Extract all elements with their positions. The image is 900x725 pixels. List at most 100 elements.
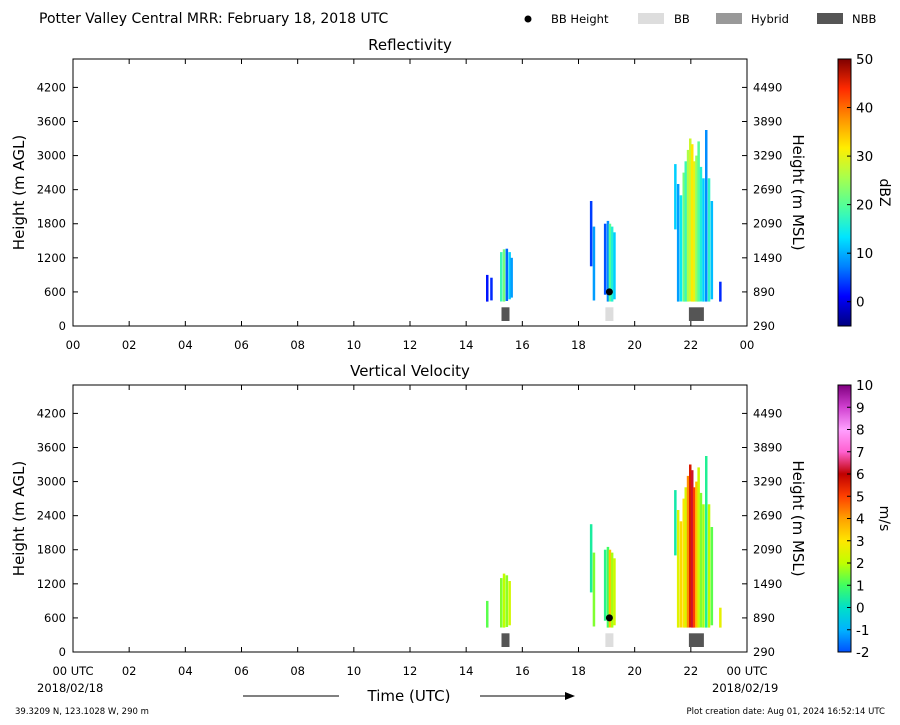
colorbar-label: m/s [876,506,892,532]
y-tick-label: 3000 [37,475,66,489]
colorbar-tick-label: 10 [856,378,873,394]
echo-column [697,141,700,302]
echo-column [490,277,493,301]
panel-title: Vertical Velocity [350,362,470,380]
colorbar-tick-label: 9 [856,400,865,416]
legend-bb-height-label: BB Height [551,12,609,26]
bb-type-marker [501,633,510,647]
legend-hybrid-swatch [716,13,742,24]
y-tick-label: 4200 [37,80,66,94]
echo-column [682,498,685,628]
y-right-tick-label: 890 [753,285,775,299]
y-axis-title: Height (m AGL) [10,461,28,576]
x-tick-label: 00 [66,338,81,352]
x-axis-title: Time (UTC) [367,687,451,705]
colorbar-tick-label: 4 [856,512,865,528]
x-tick-label: 18 [571,664,586,678]
echo-column [486,600,489,628]
x-tick-label: 04 [178,338,193,352]
echo-column [702,504,705,628]
x-tick-label: 02 [122,664,137,678]
x-tick-label: 14 [459,338,474,352]
legend-nbb-swatch [817,13,843,24]
bb-legend: BB Height BB Hybrid NBB [524,12,876,26]
plot-frame [72,384,748,653]
location-label: 39.3209 N, 123.1028 W, 290 m [15,707,149,717]
end-date-label: 2018/02/19 [712,681,778,695]
y-tick-label: 1200 [37,577,66,591]
x-tick-label: 22 [684,338,699,352]
x-tick-label: 10 [347,664,362,678]
y-tick-label: 0 [59,319,66,333]
colorbar-tick-label: 20 [856,198,873,214]
y-tick-label: 600 [44,285,66,299]
y-right-tick-label: 290 [753,319,775,333]
echo-column [691,144,694,302]
bb-height-point [605,288,613,296]
echo-column [500,578,503,628]
echo-column [676,510,680,628]
echo-column [691,470,694,628]
x-tick-label: 00 UTC [52,664,93,678]
creation-date-label: Plot creation date: Aug 01, 2024 16:52:1… [687,707,886,717]
legend-bb-swatch [638,13,664,24]
echo-column [592,552,596,627]
echo-column [613,232,616,300]
bb-type-marker [605,633,614,647]
echo-column [692,487,696,628]
echo-column [689,138,692,302]
colorbar-tick-label: 0 [856,295,865,311]
bb-type-marker [501,307,510,321]
x-tick-label: 22 [684,664,699,678]
echo-column [606,546,610,628]
echo-column [707,504,711,628]
y-tick-label: 3600 [37,440,66,454]
y-right-tick-label: 1490 [753,577,782,591]
echo-column [699,492,703,628]
y-tick-label: 3600 [37,114,66,128]
echo-column [603,549,607,621]
y-tick-label: 0 [59,645,66,659]
x-tick-label: 20 [627,338,642,352]
colorbar-tick-label: 10 [856,246,873,262]
colorbar-tick-label: 40 [856,101,873,117]
echo-column [502,573,506,628]
echo-column [610,552,614,628]
echo-column [702,178,705,302]
legend-bb-height-marker [524,15,532,23]
x-tick-label: 00 [740,338,755,352]
colorbar-tick-label: 5 [856,489,865,505]
echo-column [695,481,698,628]
colorbar-tick-label: 8 [856,423,865,439]
echo-column [505,575,509,627]
legend-bb-label: BB [674,12,690,26]
legend-nbb-label: NBB [852,12,876,26]
y-tick-label: 2400 [37,183,66,197]
echo-column [719,281,722,302]
echo-column [686,475,690,628]
y-tick-label: 1200 [37,251,66,265]
time-arrow-head-icon [565,692,575,700]
colorbar-tick-label: 1 [856,578,865,594]
bb-height-point [605,614,613,622]
x-tick-label: 08 [290,338,305,352]
echo-column [592,226,596,301]
echo-column [710,201,714,300]
echo-column [692,161,696,302]
bb-type-marker [688,307,704,321]
plot-frame [72,58,748,327]
echo-column [608,549,612,628]
echo-column [699,166,703,302]
echo-column [603,223,607,295]
echo-column [610,226,614,302]
echo-column [608,223,612,302]
x-tick-label: 02 [122,338,137,352]
x-tick-label: 06 [234,664,249,678]
y-tick-label: 1800 [37,217,66,231]
echo-column [486,274,489,302]
echo-column [705,130,708,302]
x-tick-label: 18 [571,338,586,352]
echo-column [674,164,677,230]
